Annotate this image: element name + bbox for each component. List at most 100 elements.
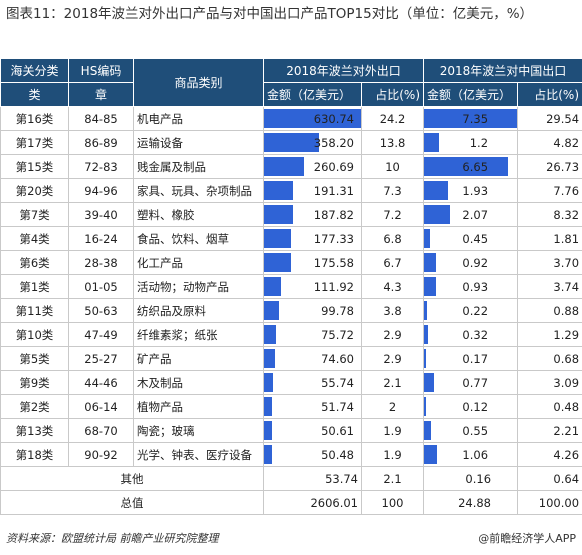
header-cn-amount: 金额（亿美元） bbox=[423, 82, 519, 107]
cell-ex-share: 2.9 bbox=[360, 346, 425, 371]
other-row-cn-amount: 0.16 bbox=[423, 466, 519, 491]
cell-ex-amount-value: 358.20 bbox=[313, 135, 354, 150]
cell-ex-amount-bar bbox=[264, 373, 273, 392]
cell-class: 第18类 bbox=[0, 442, 69, 467]
cell-ex-amount: 99.78 bbox=[263, 298, 362, 323]
cell-cn-amount: 0.32 bbox=[423, 322, 519, 347]
chart-title: 图表11：2018年波兰对外出口产品与对中国出口产品TOP15对比（单位：亿美元… bbox=[6, 6, 534, 22]
cell-ex-share: 13.8 bbox=[360, 130, 425, 155]
cell-hs: 90-92 bbox=[68, 442, 134, 467]
cell-hs: 06-14 bbox=[68, 394, 134, 419]
cell-category: 运输设备 bbox=[133, 130, 264, 155]
cell-hs: 50-63 bbox=[68, 298, 134, 323]
cell-category: 化工产品 bbox=[133, 250, 264, 275]
cell-ex-amount-bar bbox=[264, 301, 280, 320]
cell-cn-share: 8.32 bbox=[517, 202, 582, 227]
cell-cn-amount-bar bbox=[424, 301, 427, 320]
cell-cn-amount-value: 7.35 bbox=[462, 111, 489, 126]
header-category: 商品类别 bbox=[133, 58, 264, 107]
header-poland-export: 2018年波兰对外出口 bbox=[262, 58, 425, 83]
table-row: 第4类 16-24 食品、饮料、烟草 177.33 6.8 0.45 1.81 bbox=[0, 226, 582, 251]
cell-ex-amount-value: 99.78 bbox=[321, 303, 354, 318]
header-ex-share: 占比(%) bbox=[360, 82, 425, 107]
cell-ex-amount: 74.60 bbox=[263, 346, 362, 371]
cell-hs: 39-40 bbox=[68, 202, 134, 227]
cell-ex-amount-bar bbox=[264, 253, 291, 272]
cell-category: 纺织品及原料 bbox=[133, 298, 264, 323]
cell-category: 机电产品 bbox=[133, 106, 264, 131]
cell-ex-amount-bar bbox=[264, 349, 276, 368]
cell-ex-amount: 111.92 bbox=[263, 274, 362, 299]
table-row: 第11类 50-63 纺织品及原料 99.78 3.8 0.22 0.88 bbox=[0, 298, 582, 323]
cell-class: 第20类 bbox=[0, 178, 69, 203]
table-row: 第2类 06-14 植物产品 51.74 2 0.12 0.48 bbox=[0, 394, 582, 419]
cell-cn-amount: 1.2 bbox=[423, 130, 519, 155]
cell-cn-amount: 0.45 bbox=[423, 226, 519, 251]
cell-ex-amount-bar bbox=[264, 133, 320, 152]
header-class: 海关分类 bbox=[0, 58, 69, 83]
cell-cn-amount-value: 0.17 bbox=[462, 351, 489, 366]
cell-category: 光学、钟表、医疗设备 bbox=[133, 442, 264, 467]
cell-ex-amount: 358.20 bbox=[263, 130, 362, 155]
cell-class: 第4类 bbox=[0, 226, 69, 251]
table-row: 第13类 68-70 陶瓷；玻璃 50.61 1.9 0.55 2.21 bbox=[0, 418, 582, 443]
cell-cn-amount-bar bbox=[424, 253, 436, 272]
table-row: 第17类 86-89 运输设备 358.20 13.8 1.2 4.82 bbox=[0, 130, 582, 155]
cell-class: 第9类 bbox=[0, 370, 69, 395]
cell-category: 陶瓷；玻璃 bbox=[133, 418, 264, 443]
cell-ex-share: 1.9 bbox=[360, 442, 425, 467]
cell-ex-share: 6.8 bbox=[360, 226, 425, 251]
cell-hs: 86-89 bbox=[68, 130, 134, 155]
cell-ex-amount-value: 191.31 bbox=[313, 183, 354, 198]
cell-cn-amount-value: 0.12 bbox=[462, 399, 489, 414]
cell-class: 第7类 bbox=[0, 202, 69, 227]
cell-cn-share: 3.09 bbox=[517, 370, 582, 395]
cell-hs: 84-85 bbox=[68, 106, 134, 131]
cell-ex-share: 6.7 bbox=[360, 250, 425, 275]
cell-cn-amount-value: 1.06 bbox=[462, 447, 489, 462]
cell-cn-share: 3.74 bbox=[517, 274, 582, 299]
cell-ex-amount-bar bbox=[264, 205, 293, 224]
cell-cn-amount: 7.35 bbox=[423, 106, 519, 131]
table-row: 第20类 94-96 家具、玩具、杂项制品 191.31 7.3 1.93 7.76 bbox=[0, 178, 582, 203]
cell-hs: 94-96 bbox=[68, 178, 134, 203]
other-row-ex-amount: 53.74 bbox=[263, 466, 362, 491]
cell-cn-amount: 0.12 bbox=[423, 394, 519, 419]
total-row-cn-share: 100.00 bbox=[517, 490, 582, 515]
cell-cn-amount: 6.65 bbox=[423, 154, 519, 179]
cell-ex-share: 1.9 bbox=[360, 418, 425, 443]
table-row: 第15类 72-83 贱金属及制品 260.69 10 6.65 26.73 bbox=[0, 154, 582, 179]
cell-cn-amount: 0.93 bbox=[423, 274, 519, 299]
cell-cn-amount-bar bbox=[424, 277, 436, 296]
table-row: 第16类 84-85 机电产品 630.74 24.2 7.35 29.54 bbox=[0, 106, 582, 131]
cell-ex-amount: 260.69 bbox=[263, 154, 362, 179]
cell-hs: 68-70 bbox=[68, 418, 134, 443]
cell-cn-amount-bar bbox=[424, 133, 440, 152]
cell-hs: 28-38 bbox=[68, 250, 134, 275]
cell-ex-amount: 177.33 bbox=[263, 226, 362, 251]
total-row: 总值 2606.01 100 24.88 100.00 bbox=[0, 490, 582, 515]
cell-category: 家具、玩具、杂项制品 bbox=[133, 178, 264, 203]
table-row: 第9类 44-46 木及制品 55.74 2.1 0.77 3.09 bbox=[0, 370, 582, 395]
cell-ex-share: 2.1 bbox=[360, 370, 425, 395]
cell-cn-amount-bar bbox=[424, 229, 430, 248]
cell-cn-share: 2.21 bbox=[517, 418, 582, 443]
cell-cn-amount-value: 0.22 bbox=[462, 303, 489, 318]
cell-cn-amount-bar bbox=[424, 181, 449, 200]
header-class-sub: 类 bbox=[0, 82, 69, 107]
cell-ex-amount-value: 50.61 bbox=[321, 423, 354, 438]
cell-ex-amount-value: 187.82 bbox=[313, 207, 354, 222]
cell-category: 木及制品 bbox=[133, 370, 264, 395]
cell-ex-amount-bar bbox=[264, 277, 282, 296]
cell-cn-amount-value: 1.93 bbox=[462, 183, 489, 198]
cell-hs: 47-49 bbox=[68, 322, 134, 347]
cell-cn-amount-value: 0.32 bbox=[462, 327, 489, 342]
header-china-export: 2018年波兰对中国出口 bbox=[423, 58, 582, 83]
cell-ex-share: 4.3 bbox=[360, 274, 425, 299]
cell-ex-amount: 191.31 bbox=[263, 178, 362, 203]
other-row-ex-share: 2.1 bbox=[360, 466, 425, 491]
cell-class: 第1类 bbox=[0, 274, 69, 299]
cell-cn-amount-value: 6.65 bbox=[462, 159, 489, 174]
cell-cn-share: 0.88 bbox=[517, 298, 582, 323]
cell-cn-share: 7.76 bbox=[517, 178, 582, 203]
